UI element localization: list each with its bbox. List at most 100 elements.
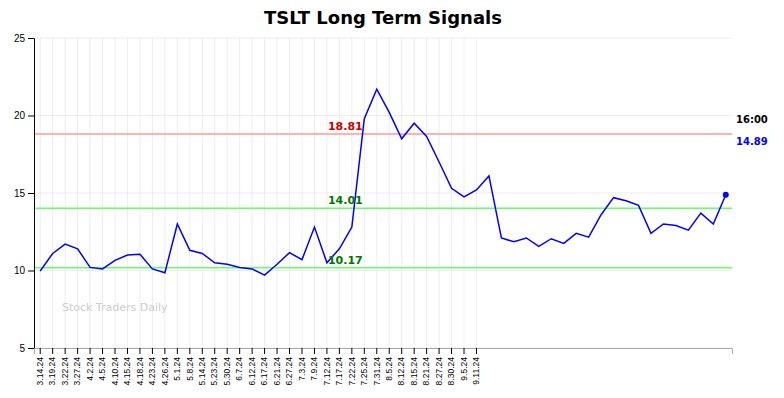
grid-line-x [214,38,215,348]
y-tick-mark [28,271,34,272]
x-tick-mark [326,348,327,354]
x-tick: 4.5.24 [97,348,107,381]
x-tick: 7.9.24 [309,348,319,381]
x-tick: 7.22.24 [347,348,357,385]
x-tick-label: 8.21.24 [421,357,431,386]
x-tick: 4.23.24 [147,348,157,385]
watermark: Stock Traders Daily [62,301,168,314]
x-tick-label: 3.19.24 [47,357,57,386]
grid-line-y [34,115,732,116]
x-tick-label: 3.22.24 [60,357,70,386]
x-tick-mark [277,348,278,354]
y-tick-mark [28,116,34,117]
x-tick-mark [202,348,203,354]
x-tick-label: 4.5.24 [97,357,107,381]
x-tick: 8.15.24 [409,348,419,385]
grid-line-x [277,38,278,348]
grid-line-x [464,38,465,348]
reference-line [34,133,732,135]
x-tick-label: 7.25.24 [359,357,369,386]
y-tick-mark [28,348,34,349]
x-tick-mark [77,348,78,354]
annotations: 18.8114.0110.1716:0014.89Stock Traders D… [62,114,768,314]
x-tick-label: 4.10.24 [110,357,120,386]
x-tick-label: 8.27.24 [434,357,444,386]
x-tick-mark [364,348,365,354]
x-tick-mark [339,348,340,354]
x-tick-label: 7.3.24 [297,357,307,381]
x-tick-label: 5.23.24 [209,357,219,386]
x-tick-mark [264,348,265,354]
x-tick: 6.12.24 [247,348,257,385]
x-tick-mark [227,348,228,354]
x-tick: 8.5.24 [384,348,394,381]
x-tick-mark [401,348,402,354]
x-tick: 6.21.24 [272,348,282,385]
y-tick: 15 [14,188,34,199]
x-tick: 8.30.24 [446,348,456,385]
grid-line-x [351,38,352,348]
x-tick-mark [40,348,41,354]
x-tick-label: 5.14.24 [197,357,207,386]
title: TSLT Long Term Signals [264,7,502,28]
reference-label: 14.01 [328,194,363,207]
x-tick-mark [476,348,477,354]
x-tick-label: 4.15.24 [122,357,132,386]
x-tick-mark [451,348,452,354]
grid-line-x [239,38,240,348]
y-tick: 20 [14,110,34,121]
grid-line-x [389,38,390,348]
last-point [723,192,729,198]
reference-line [34,267,732,269]
x-tick-label: 7.9.24 [309,357,319,381]
price-line [40,89,726,275]
x-tick-mark [177,348,178,354]
x-tick-label: 3.14.24 [35,357,45,386]
x-tick-mark [189,348,190,354]
grid-line-x [326,38,327,348]
x-tick: 4.2.24 [85,348,95,381]
x-axis: 3.14.243.19.243.22.243.27.244.2.244.5.24… [35,348,733,385]
grid-line-x [252,38,253,348]
x-tick-mark [52,348,53,354]
x-tick: 4.18.24 [135,348,145,385]
grid-line-x [202,38,203,348]
x-tick-mark [351,348,352,354]
x-tick-mark [289,348,290,354]
x-tick: 6.7.24 [234,348,244,381]
reference-label: 10.17 [328,254,363,267]
x-tick-mark [65,348,66,354]
y-tick: 25 [14,33,34,44]
x-tick-mark [426,348,427,354]
x-tick: 7.3.24 [297,348,307,381]
y-tick-label: 5 [19,343,25,354]
y-axis: 510152025 [14,33,35,354]
x-tick-mark [314,348,315,354]
x-tick: 5.8.24 [185,348,195,381]
y-tick: 5 [19,343,34,354]
x-tick: 7.31.24 [371,348,381,385]
x-tick-mark [214,348,215,354]
grid-line-x [426,38,427,348]
x-tick: 5.1.24 [172,348,182,381]
grid-line-x [189,38,190,348]
x-tick-label: 5.8.24 [185,357,195,381]
grid-line-x [177,38,178,348]
grid-line-x [52,38,53,348]
x-tick: 9.5.24 [459,348,469,381]
y-tick-label: 25 [14,33,26,44]
grid-line-x [364,38,365,348]
x-tick-mark [152,348,153,354]
x-tick-mark [439,348,440,354]
grid-line-x [476,38,477,348]
x-axis-line [35,349,733,355]
x-tick-label: 7.17.24 [334,357,344,386]
x-tick-label: 8.12.24 [396,357,406,386]
x-tick: 5.14.24 [197,348,207,385]
grid-line-y [34,193,732,194]
x-tick-mark [127,348,128,354]
x-tick-label: 4.23.24 [147,357,157,386]
x-tick: 5.23.24 [209,348,219,385]
grid [34,38,732,348]
grid-line-x [301,38,302,348]
